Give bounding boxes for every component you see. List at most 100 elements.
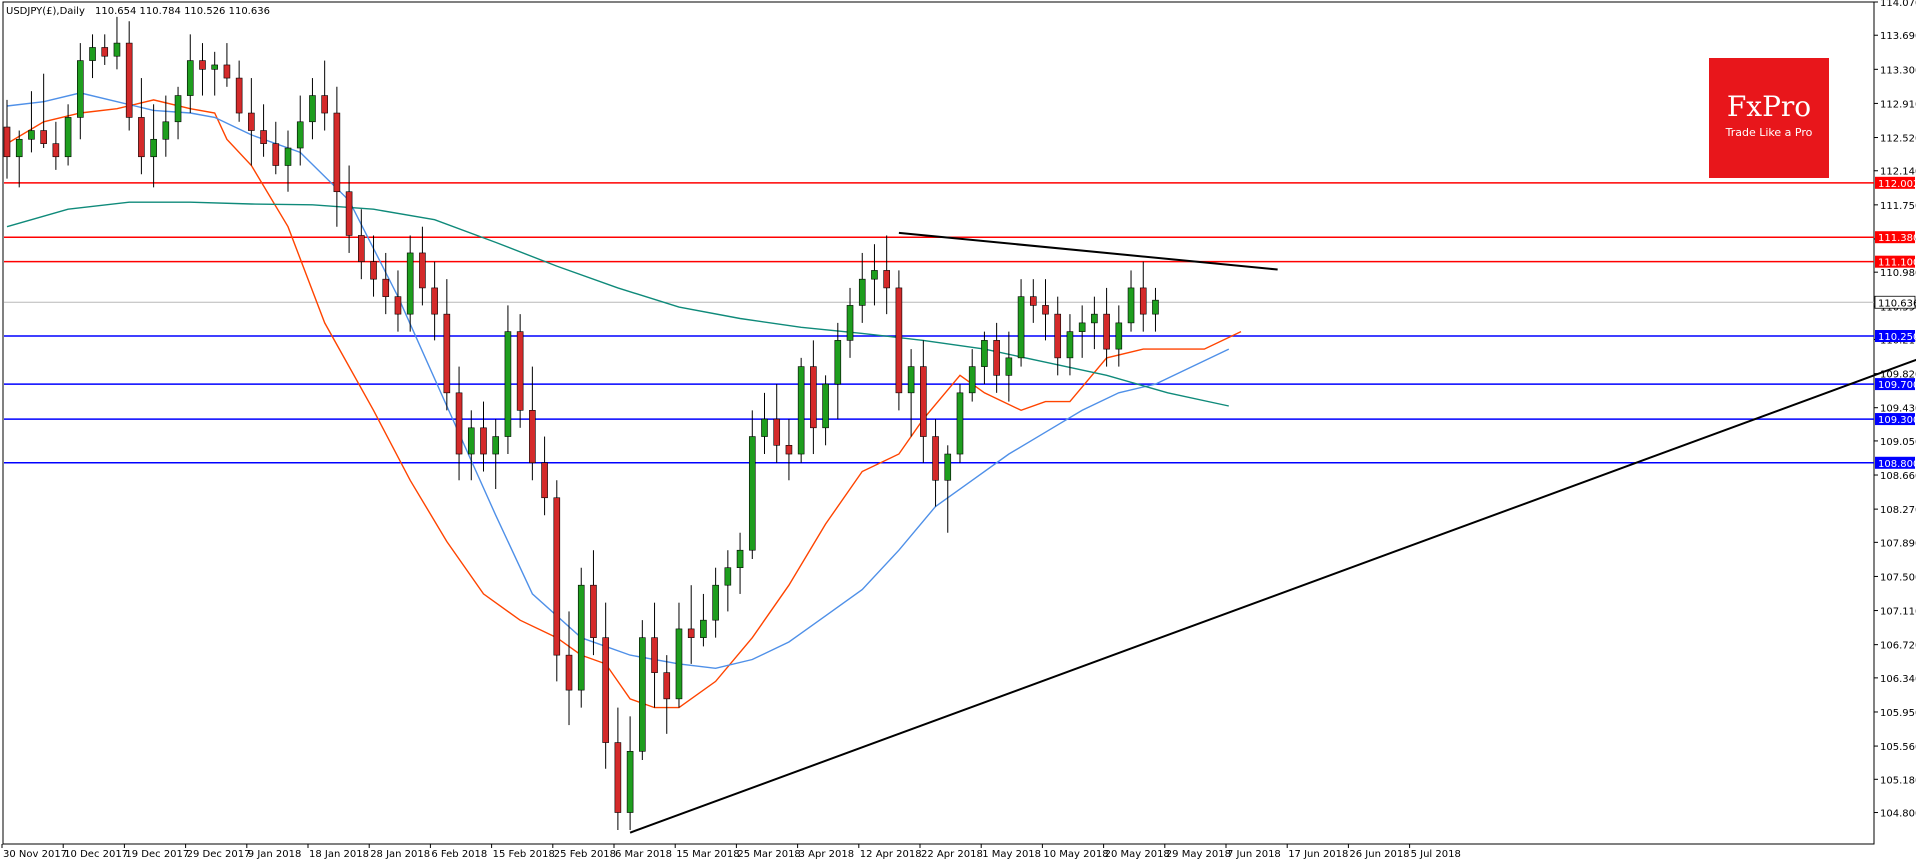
resistance-badge-2-bg bbox=[1875, 255, 1915, 268]
candle-body-44 bbox=[541, 462, 548, 499]
candle-body-17 bbox=[211, 64, 219, 70]
candle-body-9 bbox=[113, 42, 121, 57]
y-tick-label-20: 106.340 bbox=[1880, 674, 1916, 685]
x-tick-label-5: 18 Jan 2018 bbox=[309, 849, 369, 860]
candle-body-14 bbox=[174, 95, 182, 123]
x-tick-label-22: 26 Jun 2018 bbox=[1349, 849, 1409, 860]
candle-body-31 bbox=[382, 278, 390, 297]
candle-body-10 bbox=[125, 42, 133, 118]
candle-body-68 bbox=[834, 340, 842, 385]
candle-body-85 bbox=[1042, 305, 1049, 315]
candle-body-36 bbox=[443, 313, 451, 394]
candle-body-71 bbox=[871, 270, 878, 280]
candle-body-8 bbox=[101, 47, 109, 57]
candle-body-28 bbox=[345, 191, 353, 236]
candle-body-38 bbox=[467, 427, 475, 455]
candle-body-23 bbox=[284, 147, 292, 166]
candle-body-21 bbox=[260, 130, 267, 144]
x-tick-label-19: 29 May 2018 bbox=[1166, 849, 1231, 860]
candle-body-83 bbox=[1017, 296, 1025, 359]
support-badge-3-text: 108.800 bbox=[1878, 459, 1916, 470]
y-tick-label-8: 110.980 bbox=[1880, 268, 1916, 279]
candle-body-84 bbox=[1029, 296, 1037, 306]
x-tick-label-14: 12 Apr 2018 bbox=[860, 849, 922, 860]
y-tick-label-21: 105.950 bbox=[1880, 708, 1916, 719]
y-tick-label-22: 105.560 bbox=[1880, 742, 1916, 753]
current-price-badge-text: 110.636 bbox=[1878, 298, 1916, 309]
candle-body-40 bbox=[492, 436, 500, 455]
candle-body-33 bbox=[406, 252, 414, 315]
candle-body-73 bbox=[895, 287, 903, 394]
candle-body-13 bbox=[162, 121, 170, 140]
candle-body-79 bbox=[968, 366, 976, 394]
candle-body-48 bbox=[590, 584, 597, 638]
candle-body-93 bbox=[1139, 287, 1147, 315]
candle-body-24 bbox=[296, 121, 304, 149]
candle-body-77 bbox=[944, 453, 952, 481]
candle-body-22 bbox=[272, 143, 280, 166]
candle-body-29 bbox=[358, 235, 365, 262]
candle-body-52 bbox=[639, 637, 646, 752]
candle-body-0 bbox=[3, 126, 11, 158]
candle-body-53 bbox=[651, 637, 658, 673]
y-tick-label-12: 109.430 bbox=[1880, 404, 1916, 415]
candle-body-45 bbox=[553, 497, 561, 656]
candle-body-12 bbox=[150, 138, 157, 158]
candle-body-34 bbox=[419, 252, 426, 289]
candle-body-32 bbox=[394, 296, 402, 315]
candle-body-11 bbox=[138, 117, 145, 158]
candle-body-82 bbox=[1005, 357, 1013, 376]
candle-body-59 bbox=[724, 567, 732, 586]
candle-body-18 bbox=[223, 64, 231, 79]
resistance-badge-0-text: 112.002 bbox=[1878, 179, 1916, 190]
x-tick-label-13: 3 Apr 2018 bbox=[799, 849, 854, 860]
moving-average-2 bbox=[6, 201, 1229, 407]
candle-body-60 bbox=[736, 549, 744, 569]
candle-body-57 bbox=[700, 619, 707, 638]
candle-body-64 bbox=[785, 444, 793, 455]
candle-body-25 bbox=[309, 95, 316, 123]
chart-title-symbol: USDJPY(£),Daily bbox=[6, 6, 85, 17]
candle-body-72 bbox=[883, 270, 890, 289]
support-badge-1-text: 109.700 bbox=[1878, 380, 1916, 391]
chart-title-ohlc: 110.654 110.784 110.526 110.636 bbox=[95, 6, 270, 17]
candle-body-76 bbox=[932, 436, 939, 481]
candle-body-4 bbox=[52, 143, 60, 158]
candle-body-75 bbox=[920, 366, 927, 437]
candle-body-66 bbox=[810, 366, 817, 429]
support-badge-0-bg bbox=[1875, 330, 1915, 343]
candle-body-91 bbox=[1115, 322, 1123, 350]
support-badge-2-bg bbox=[1875, 413, 1915, 426]
x-tick-label-16: 1 May 2018 bbox=[982, 849, 1041, 860]
candle-body-20 bbox=[248, 112, 255, 131]
candle-body-6 bbox=[77, 60, 84, 118]
candle-body-1 bbox=[15, 138, 23, 158]
resistance-badge-1-bg bbox=[1875, 231, 1915, 244]
y-tick-label-0: 114.070 bbox=[1880, 0, 1916, 9]
candle-body-63 bbox=[773, 418, 781, 446]
y-tick-label-2: 113.300 bbox=[1880, 65, 1916, 76]
y-tick-label-4: 112.520 bbox=[1880, 134, 1916, 145]
y-tick-label-13: 109.050 bbox=[1880, 437, 1916, 448]
x-tick-label-10: 6 Mar 2018 bbox=[615, 849, 672, 860]
candle-body-26 bbox=[321, 95, 328, 114]
y-tick-label-18: 107.110 bbox=[1880, 607, 1916, 618]
candle-body-74 bbox=[907, 366, 915, 394]
trendline-0 bbox=[629, 358, 1916, 834]
candle-body-90 bbox=[1103, 313, 1110, 350]
x-tick-label-3: 29 Dec 2017 bbox=[187, 849, 251, 860]
candle-body-86 bbox=[1054, 313, 1062, 359]
y-tick-label-5: 112.140 bbox=[1880, 167, 1916, 178]
candle-body-7 bbox=[89, 47, 96, 61]
candle-body-50 bbox=[614, 742, 622, 813]
y-tick-label-15: 108.270 bbox=[1880, 505, 1916, 516]
x-tick-label-2: 19 Dec 2017 bbox=[125, 849, 189, 860]
plot-frame bbox=[2, 1, 1875, 845]
x-tick-label-1: 10 Dec 2017 bbox=[64, 849, 128, 860]
candle-body-58 bbox=[712, 584, 719, 621]
x-tick-label-11: 15 Mar 2018 bbox=[676, 849, 739, 860]
candle-body-2 bbox=[28, 130, 35, 140]
candle-body-43 bbox=[529, 410, 536, 464]
